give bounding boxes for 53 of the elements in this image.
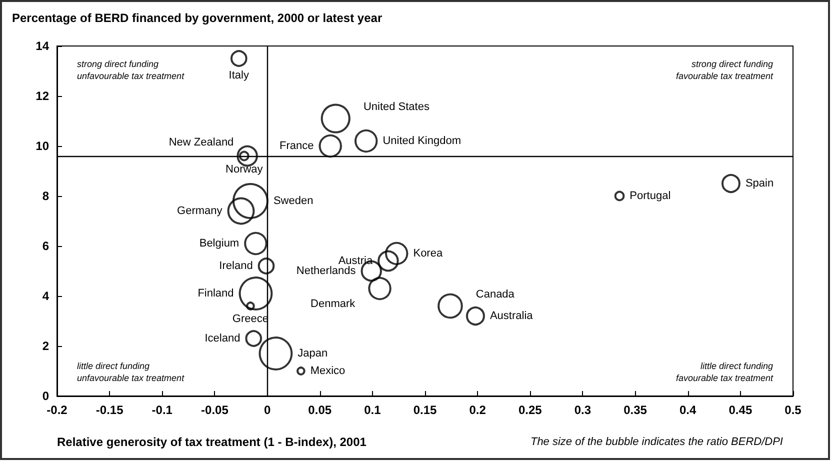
annotation: Mexico: [310, 365, 346, 377]
x-tick-label: -0.05: [201, 403, 229, 417]
text: The size of the bubble indicates the ratio BERD/DPI: [530, 436, 783, 448]
x-tick-label: 0: [264, 403, 271, 417]
annotation: strong direct funding unfavourable tax treatment: [77, 59, 185, 81]
annotation: United States: [363, 101, 430, 113]
annotation: little direct funding favourable tax treatment: [676, 361, 774, 383]
x-tick-label: 0.35: [624, 403, 648, 417]
x-tick-label: 0.3: [574, 403, 592, 417]
y-tick-label: 8: [42, 189, 50, 203]
x-tick-label: 0.25: [518, 403, 542, 417]
annotation: United Kingdom: [382, 135, 462, 147]
annotation: France: [280, 140, 314, 152]
y-axis-title: Percentage of BERD financed by government, 2000 or latest year: [12, 11, 382, 25]
annotation: Belgium: [199, 238, 240, 250]
y-tick-label: 12: [36, 89, 50, 103]
y-tick-label: 2: [42, 339, 50, 353]
annotation: Iceland: [204, 332, 240, 344]
annotation: New Zealand: [168, 136, 234, 148]
annotation: Denmark: [310, 298, 356, 310]
x-tick-label: 0.45: [728, 403, 752, 417]
y-tick-label: 4: [42, 289, 50, 303]
x-tick-label: 0.4: [680, 403, 697, 417]
annotation: Germany: [177, 205, 223, 217]
annotation: Netherlands: [296, 265, 356, 277]
y-tick-label: 0: [42, 389, 50, 403]
annotation: Ireland: [219, 260, 253, 272]
annotation: Australia: [490, 310, 534, 322]
x-tick-label: 0.15: [413, 403, 437, 417]
x-tick-label: -0.2: [46, 403, 68, 417]
x-tick-label: 0.1: [364, 403, 382, 417]
annotation: Finland: [198, 288, 234, 300]
annotation: Portugal: [630, 190, 671, 202]
x-axis-title: Relative generosity of tax treatment (1 - B-index), 2001: [57, 435, 367, 449]
annotation: Italy: [228, 69, 250, 82]
annotation: Korea: [413, 248, 444, 260]
x-tick-label: 0.5: [784, 403, 802, 417]
annotation: strong direct funding favourable tax treatment: [676, 59, 774, 81]
annotation: Canada: [476, 288, 516, 300]
x-tick-label: -0.15: [96, 403, 124, 417]
annotation: Greece: [232, 312, 268, 325]
annotation: Sweden: [273, 195, 314, 207]
y-tick-label: 10: [36, 139, 50, 153]
annotation: little direct funding unfavourable tax treatment: [77, 361, 185, 383]
y-tick-label: 6: [42, 239, 50, 253]
x-tick-label: -0.1: [152, 403, 173, 417]
x-tick-label: 0.05: [308, 403, 332, 417]
y-tick-label: 14: [36, 39, 50, 53]
annotation: Spain: [745, 178, 774, 190]
x-tick-label: 0.2: [469, 403, 486, 417]
annotation: Austria: [338, 255, 374, 267]
annotation: Japan: [298, 348, 328, 360]
annotation: Norway: [226, 164, 264, 176]
